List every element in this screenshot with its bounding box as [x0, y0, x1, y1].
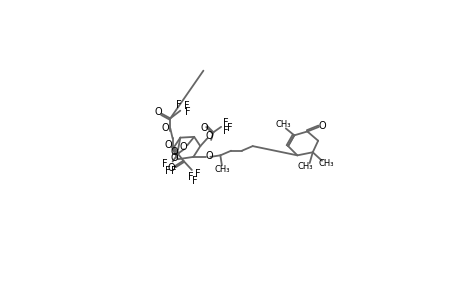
Text: F: F: [223, 118, 228, 128]
Text: F: F: [176, 100, 181, 110]
Text: O: O: [155, 107, 162, 117]
Text: F: F: [223, 127, 228, 136]
Text: O: O: [170, 153, 178, 164]
Text: O: O: [165, 140, 172, 150]
Text: O: O: [200, 123, 207, 133]
Text: F: F: [185, 107, 190, 117]
Text: F: F: [183, 101, 189, 111]
Text: F: F: [171, 166, 177, 176]
Text: F: F: [165, 166, 170, 176]
Text: F: F: [187, 172, 193, 182]
Text: CH₃: CH₃: [214, 165, 229, 174]
Text: F: F: [195, 169, 201, 179]
Text: O: O: [179, 142, 187, 152]
Text: F: F: [192, 176, 197, 186]
Text: F: F: [226, 123, 232, 133]
Text: O: O: [162, 123, 169, 133]
Text: O: O: [318, 121, 325, 131]
Text: O: O: [205, 131, 213, 141]
Text: O: O: [167, 163, 174, 173]
Text: O: O: [205, 151, 213, 161]
Text: F: F: [162, 159, 168, 169]
Text: CH₃: CH₃: [297, 162, 312, 171]
Text: CH₃: CH₃: [275, 120, 291, 129]
Text: CH₃: CH₃: [318, 158, 334, 167]
Text: O: O: [170, 147, 178, 157]
